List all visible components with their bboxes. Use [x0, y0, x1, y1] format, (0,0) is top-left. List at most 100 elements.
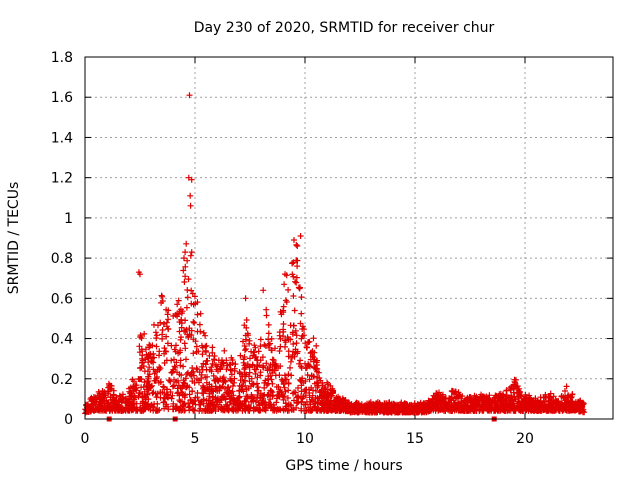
data-point — [184, 257, 191, 264]
data-point — [208, 407, 215, 414]
data-point — [482, 400, 489, 407]
data-point — [415, 409, 422, 416]
data-point — [184, 294, 191, 301]
data-point — [139, 355, 145, 362]
data-point — [293, 394, 300, 401]
data-point — [580, 399, 587, 406]
data-point — [272, 362, 279, 369]
data-point — [262, 405, 269, 412]
data-point — [165, 326, 172, 333]
data-point — [306, 338, 313, 345]
data-point — [199, 351, 206, 358]
data-point — [541, 397, 548, 404]
data-point — [458, 398, 465, 405]
data-point — [157, 319, 164, 326]
data-point — [294, 257, 301, 264]
data-point — [287, 336, 294, 343]
data-point — [578, 403, 585, 410]
data-point — [169, 383, 176, 390]
data-point — [350, 405, 357, 412]
data-point — [263, 382, 270, 388]
data-point — [145, 373, 151, 380]
data-point — [261, 391, 268, 398]
data-point — [180, 379, 187, 386]
data-point — [282, 388, 289, 395]
data-point — [231, 367, 238, 374]
data-point — [298, 382, 305, 389]
data-point — [287, 322, 294, 329]
data-point — [328, 389, 335, 396]
data-point — [173, 342, 179, 349]
data-point — [171, 363, 178, 370]
data-point — [202, 374, 209, 381]
data-point — [437, 395, 444, 402]
data-point — [298, 294, 305, 301]
data-point — [497, 390, 504, 397]
data-point — [290, 293, 297, 299]
data-point — [373, 408, 379, 415]
data-point — [288, 372, 295, 379]
data-point — [280, 321, 287, 327]
data-point — [246, 403, 253, 410]
data-point — [455, 407, 462, 414]
data-point — [250, 380, 257, 387]
data-point — [228, 371, 235, 378]
data-point — [249, 361, 256, 368]
data-point — [153, 394, 160, 401]
data-point — [111, 405, 118, 412]
data-point — [196, 321, 203, 328]
data-point — [212, 377, 219, 384]
data-point — [184, 287, 191, 293]
data-point — [185, 276, 192, 283]
data-point — [506, 395, 513, 402]
data-point — [166, 377, 172, 384]
data-point — [183, 240, 190, 247]
data-point — [355, 406, 361, 413]
data-point — [133, 382, 140, 389]
data-point — [447, 396, 454, 402]
data-point — [263, 306, 270, 313]
data-point — [452, 388, 459, 395]
data-point — [209, 399, 216, 406]
data-point — [534, 404, 541, 411]
axis-ticks: 0 5 10 15 20 0 0.2 0.4 0.6 0.8 1 1.2 1.4 1.6 1.8 — [51, 50, 613, 447]
data-point — [291, 307, 298, 314]
data-point — [303, 386, 310, 393]
data-point — [542, 391, 549, 398]
y-tick-label: 1.8 — [51, 50, 73, 66]
data-point — [365, 403, 372, 410]
data-point — [91, 399, 98, 406]
data-point — [278, 311, 285, 318]
data-point — [296, 285, 303, 292]
data-point — [139, 391, 145, 397]
data-point — [289, 260, 296, 267]
data-point — [460, 401, 467, 408]
data-point — [424, 400, 431, 407]
data-point — [406, 408, 413, 415]
data-point — [298, 405, 305, 412]
data-point — [170, 403, 177, 410]
data-point — [464, 394, 471, 401]
data-point — [171, 382, 178, 389]
data-point — [178, 372, 185, 379]
data-point — [237, 352, 244, 359]
data-point — [387, 409, 394, 415]
data-point — [538, 403, 545, 410]
data-point — [232, 398, 239, 405]
data-point — [196, 379, 202, 386]
data-point — [182, 317, 189, 324]
data-point — [516, 385, 523, 392]
data-point — [260, 398, 267, 405]
data-point — [137, 271, 143, 278]
data-point — [178, 407, 185, 414]
data-point — [408, 404, 415, 411]
data-point — [269, 380, 276, 387]
data-point — [354, 400, 361, 407]
data-point — [502, 407, 509, 414]
data-point — [203, 342, 210, 349]
data-point — [161, 384, 167, 391]
data-point — [266, 366, 273, 373]
data-point — [252, 370, 259, 377]
data-point — [186, 407, 193, 414]
data-point — [185, 334, 192, 341]
